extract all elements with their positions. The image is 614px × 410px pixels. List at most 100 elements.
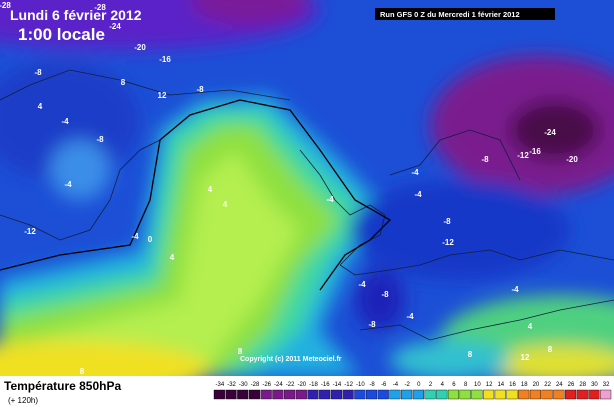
coastlines <box>0 69 614 341</box>
legend-subtitle: (+ 120h) <box>8 396 38 405</box>
colorbar-tick-label: -8 <box>369 382 375 388</box>
contour-label: -8 <box>443 217 451 226</box>
contour-label: 12 <box>158 91 167 100</box>
colorbar-tick-label: -22 <box>286 382 295 388</box>
colorbar-tick-label: 22 <box>544 382 551 388</box>
colorbar-cell <box>284 389 296 400</box>
run-box <box>375 8 555 20</box>
forecast-date: Lundi 6 février 2012 <box>10 7 142 23</box>
contour-label: 0 <box>148 235 153 244</box>
colorbar-cell <box>260 389 272 400</box>
colorbar-cell <box>272 389 284 400</box>
colorbar-cell <box>541 389 553 400</box>
run-info: Run GFS 0 Z du Mercredi 1 février 2012 <box>380 10 520 19</box>
colorbar-cell <box>248 389 261 400</box>
colorbar-tick-label: -30 <box>239 382 248 388</box>
colorbar-tick-label: -10 <box>356 382 365 388</box>
colorbar-tick-label: -2 <box>404 382 410 388</box>
colorbar-cell <box>564 389 577 400</box>
contour-label: -12 <box>517 151 529 160</box>
colorbar-cell <box>307 389 319 400</box>
colorbar-cell <box>412 389 424 400</box>
contour-label: -4 <box>414 190 422 199</box>
colorbar-tick-label: -32 <box>227 382 236 388</box>
contour-label: -8 <box>96 135 104 144</box>
colorbar-tick-label: -16 <box>321 382 330 388</box>
colorbar-tick-label: 20 <box>533 382 540 388</box>
colorbar-tick-label: 6 <box>452 382 456 388</box>
contour-label: -24 <box>544 128 556 137</box>
contour-label: 4 <box>208 185 213 194</box>
colorbar-cell <box>518 389 530 400</box>
colorbar-tick-label: -24 <box>274 382 283 388</box>
colorbar-cell <box>354 389 366 400</box>
contour-label: -4 <box>131 232 139 241</box>
contour-label: -20 <box>566 155 578 164</box>
colorbar-cell <box>588 389 600 400</box>
colorbar-tick-label: 16 <box>509 382 516 388</box>
contour-label: -12 <box>24 227 36 236</box>
colorbar-cell <box>389 389 401 400</box>
contour-label: -20 <box>134 43 146 52</box>
colorbar-tick-label: -4 <box>393 382 399 388</box>
contour-label: -16 <box>159 55 171 64</box>
colorbar-cell <box>483 389 495 400</box>
colorbar-cell <box>424 389 436 400</box>
contour-label: -8 <box>368 320 376 329</box>
colorbar-tick-label: -12 <box>344 382 353 388</box>
zero-isotherm <box>0 99 392 291</box>
contour-label: 4 <box>170 253 175 262</box>
contour-label: -8 <box>34 68 42 77</box>
contour-label: 8 <box>80 367 85 376</box>
colorbar-cell <box>436 389 448 400</box>
colorbar-cell <box>447 389 460 400</box>
contour-label: 8 <box>238 347 243 356</box>
colorbar-cell <box>576 389 588 400</box>
colorbar-tick-label: -28 <box>251 382 260 388</box>
colorbar-tick-label: -20 <box>297 382 306 388</box>
colorbar-tick-label: 8 <box>464 382 468 388</box>
colorbar-cell <box>237 389 249 400</box>
colorbar-tick-label: 32 <box>603 382 610 388</box>
colorbar-cell <box>494 389 506 400</box>
contour-label: 4 <box>528 322 533 331</box>
colorbar-tick-label: 0 <box>417 382 421 388</box>
colorbar-cell <box>319 389 331 400</box>
colorbar-tick-label: -26 <box>262 382 271 388</box>
colorbar-tick-label: 12 <box>486 382 493 388</box>
colorbar-cell <box>459 389 471 400</box>
contour-label: -4 <box>61 117 69 126</box>
forecast-time: 1:00 locale <box>18 25 105 44</box>
colorbar-tick-label: 30 <box>591 382 598 388</box>
colorbar-tick-label: 28 <box>579 382 586 388</box>
colorbar-tick-label: 24 <box>556 382 563 388</box>
contour-label: -24 <box>109 22 121 31</box>
colorbar-tick-label: 2 <box>429 382 433 388</box>
colorbar-tick-label: 18 <box>521 382 528 388</box>
contour-label: -4 <box>406 312 414 321</box>
colorbar-cell <box>506 389 518 400</box>
colorbar-cell <box>553 389 565 400</box>
contour-label: -4 <box>411 168 419 177</box>
contour-label: -8 <box>196 85 204 94</box>
colorbar-cell <box>342 389 354 400</box>
contour-label: 12 <box>521 353 530 362</box>
colorbar-cell <box>529 389 541 400</box>
colorbar-tick-label: 14 <box>497 382 504 388</box>
contour-label: 8 <box>121 78 126 87</box>
colorbar-cell <box>600 389 612 400</box>
colorbar-cell <box>295 389 307 400</box>
contour-label: -4 <box>358 280 366 289</box>
colorbar-cell <box>365 389 378 400</box>
colorbar-cell <box>377 389 389 400</box>
colorbar-tick-label: -34 <box>216 382 225 388</box>
colorbar-cell <box>225 389 237 400</box>
colorbar-cell <box>330 389 342 400</box>
colorbar: -34 -32 -30 -28 -26 -24 -22 -20 -18 -16 -14 -12 -10-… <box>213 382 612 400</box>
contour-label: -16 <box>529 147 541 156</box>
colorbar-tick-label: 4 <box>441 382 445 388</box>
contour-label: -4 <box>511 285 519 294</box>
colorbar-tick-label: -14 <box>333 382 342 388</box>
contour-labels: -28 -24 -20 -16 -8 8 12 -8 4 -4 -8 -4 -12 -4 0 4 4 4 -4 -4 -… <box>0 1 578 376</box>
